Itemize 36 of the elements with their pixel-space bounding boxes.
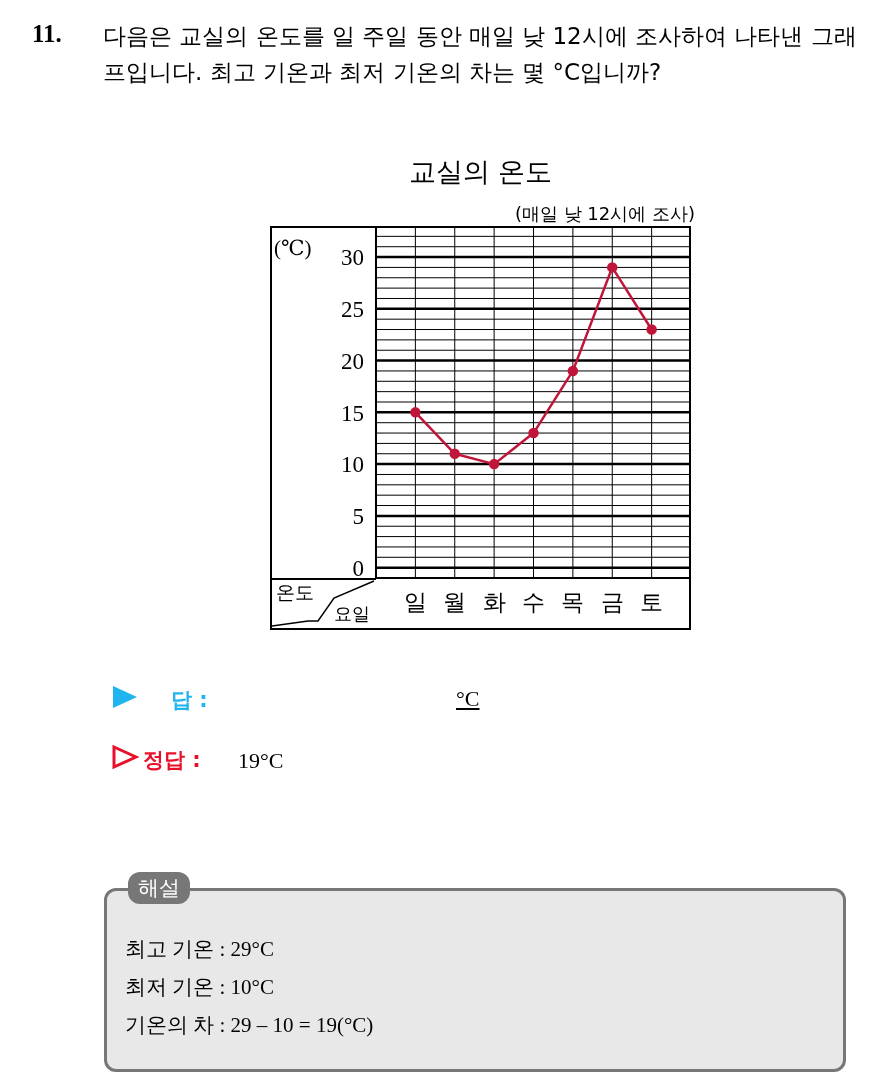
y-axis-title: (℃)	[274, 236, 312, 261]
x-tick-label: 금	[600, 589, 624, 616]
text: 답 :	[171, 687, 208, 714]
point	[567, 365, 579, 377]
point	[646, 324, 657, 335]
y-tick-label: 25	[341, 296, 364, 322]
x-tick-label: 토	[640, 589, 664, 616]
text: °C	[456, 686, 480, 712]
text: 11.	[32, 20, 62, 48]
text: 최저 기온 : 10°C	[125, 974, 275, 1001]
y-tick-label: 15	[341, 400, 364, 426]
y-tick-label: 0	[352, 555, 364, 581]
y-tick-label: 30	[341, 245, 364, 271]
text: 19°C	[238, 748, 284, 774]
x-tick-label: 월	[443, 589, 467, 616]
point	[528, 427, 539, 439]
text: 해설	[128, 872, 190, 904]
x-tick-label: 화	[482, 589, 506, 616]
chart-title: 교실의 온도	[407, 155, 554, 189]
text: 최고 기온 : 29°C	[125, 936, 275, 963]
text: 다음은 교실의 온도를 일 주일 동안 매일 낮 12시에 조사하여 나타낸 그래프입니다. 최고 기온과 최저 기온의 차는 몇 °C입니까?	[103, 22, 858, 87]
x-axis-title: 요일	[334, 602, 370, 626]
text: 기온의 차 : 29 – 10 = 19(°C)	[125, 1012, 374, 1039]
y-tick-label: 10	[341, 452, 364, 478]
point	[607, 262, 618, 273]
text: 온도	[276, 580, 314, 605]
x-tick-label: 일	[403, 589, 427, 616]
point	[410, 407, 421, 418]
x-tick-label: 수	[522, 589, 545, 616]
point	[449, 448, 460, 460]
x-tick-label: 목	[561, 589, 585, 616]
chart-subtitle: (매일 낮 12시에 조사)	[513, 202, 695, 226]
y-tick-label: 5	[352, 504, 364, 530]
y-tick-label: 20	[341, 348, 364, 374]
point	[488, 458, 500, 470]
text: 정답 :	[143, 747, 201, 774]
